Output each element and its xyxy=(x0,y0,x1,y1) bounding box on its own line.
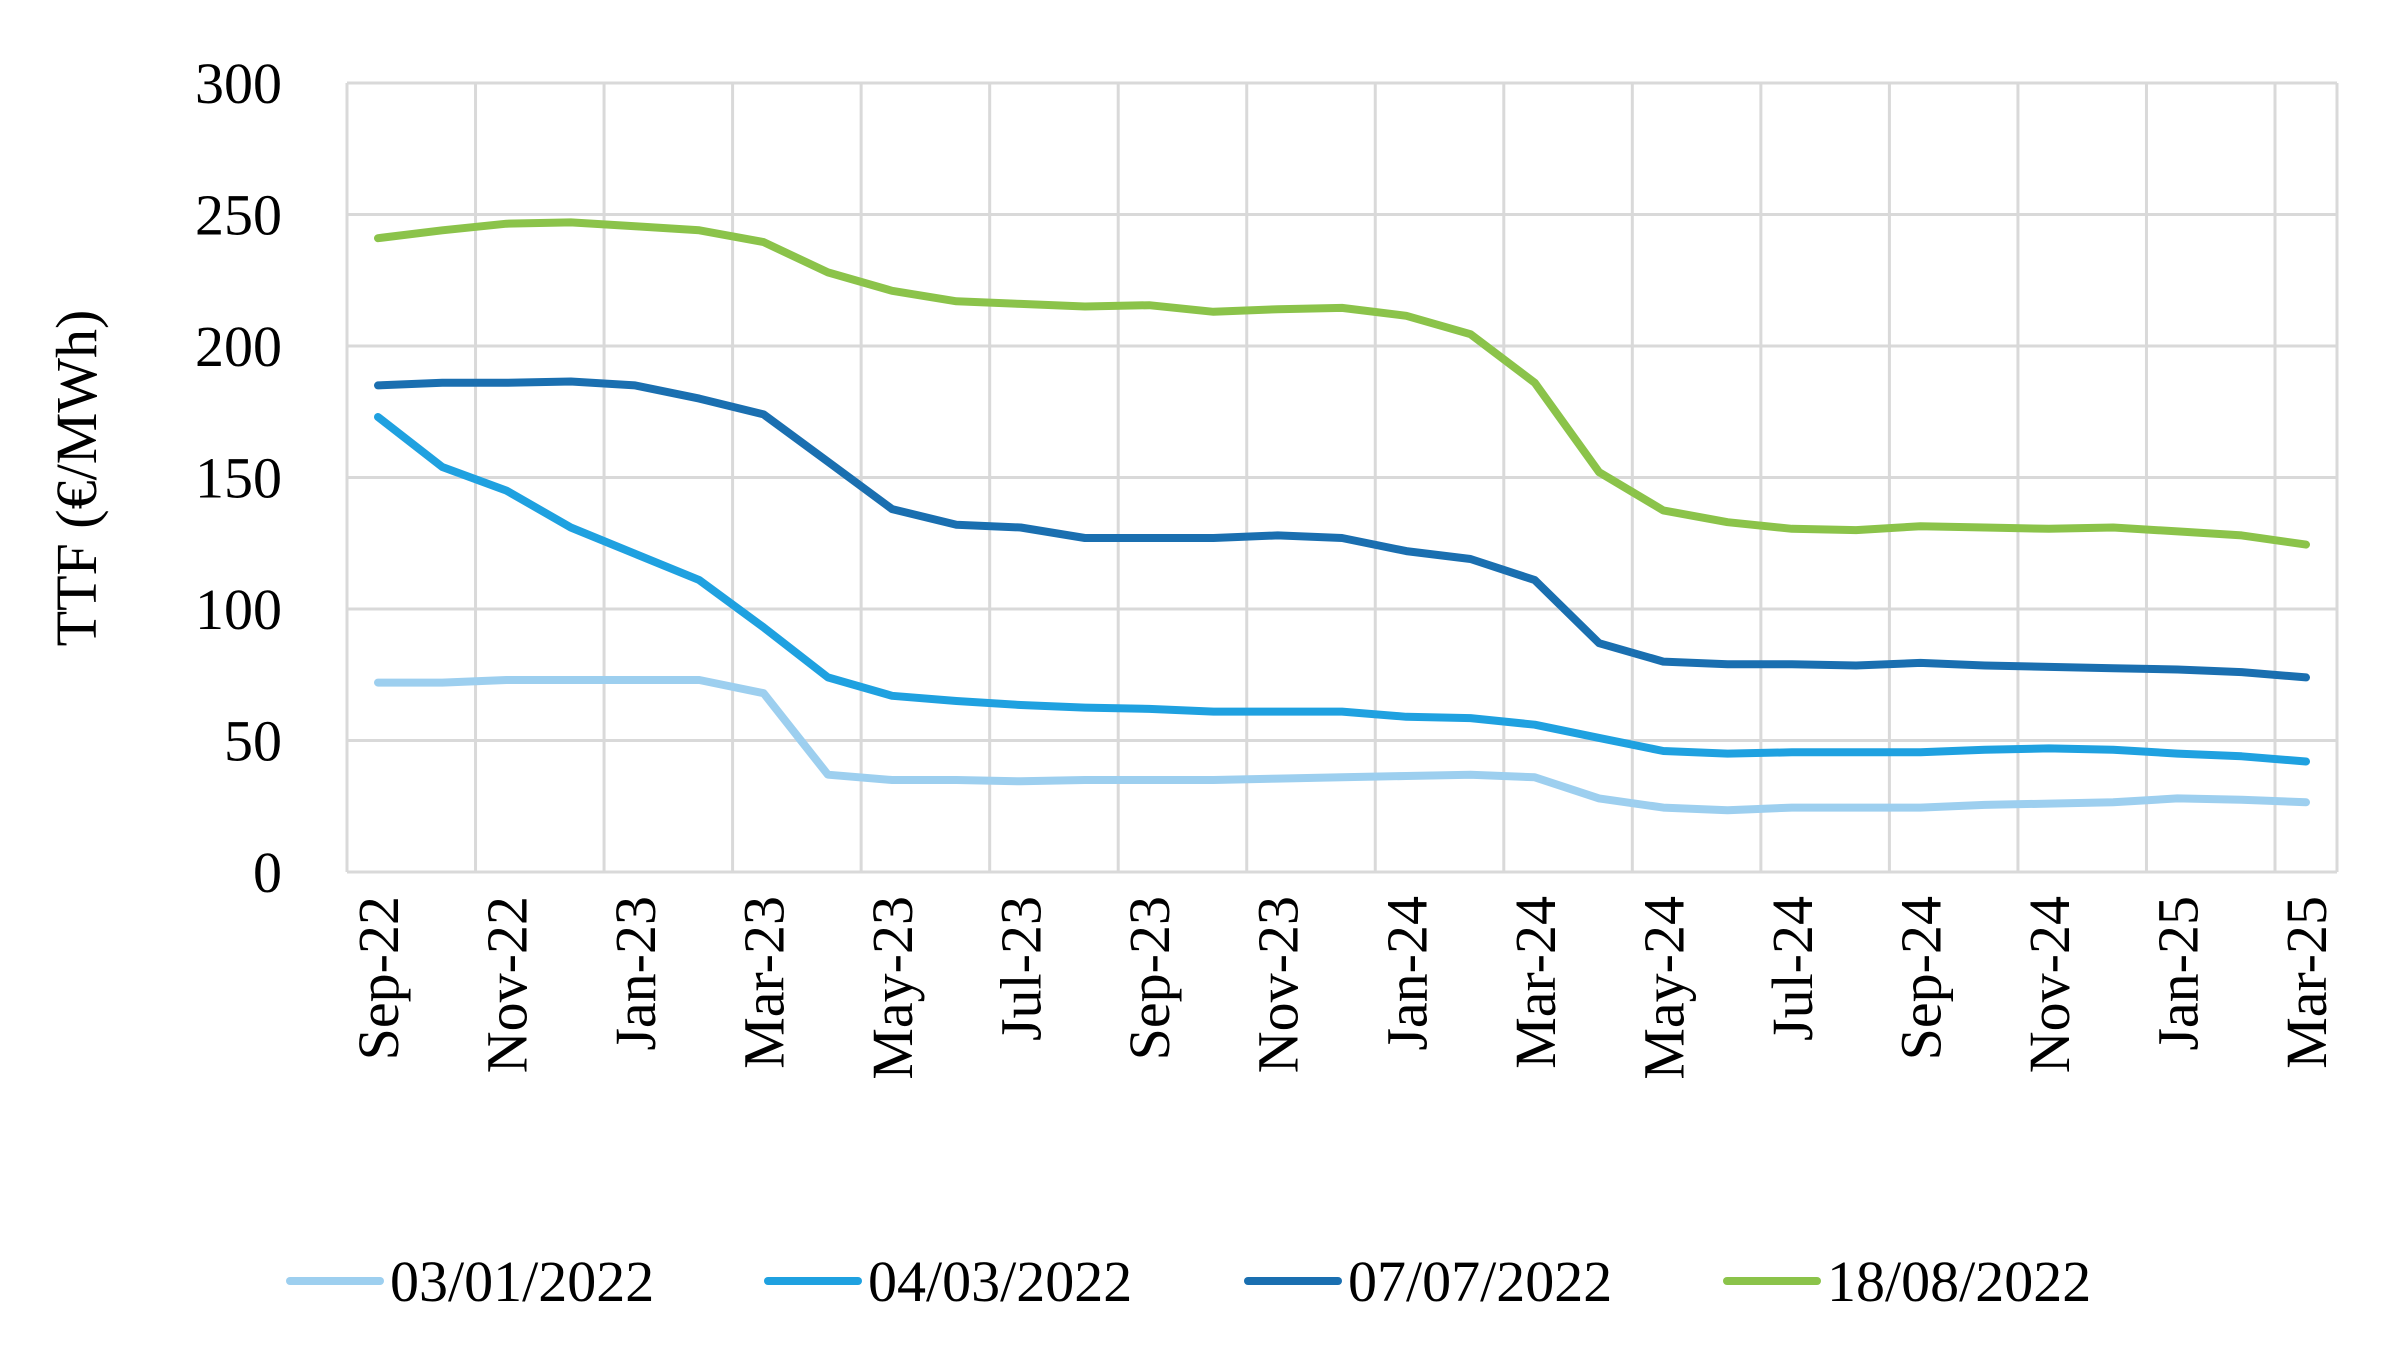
x-tick-label: Jul-24 xyxy=(1760,896,1825,1041)
x-tick-label: Sep-22 xyxy=(346,896,411,1060)
y-tick-label: 200 xyxy=(195,314,282,379)
y-tick-label: 250 xyxy=(195,183,282,248)
x-tick-label: Jan-23 xyxy=(603,896,668,1051)
series-line-3 xyxy=(374,377,2310,682)
series-line-1 xyxy=(374,676,2310,815)
legend-label: 18/08/2022 xyxy=(1827,1249,2091,1314)
series-line-4 xyxy=(374,218,2310,549)
y-tick-label: 50 xyxy=(224,709,282,774)
series-lines xyxy=(374,218,2310,815)
x-tick-label: Nov-23 xyxy=(1246,896,1311,1073)
x-tick-label: Mar-25 xyxy=(2274,896,2339,1069)
y-tick-label: 150 xyxy=(195,446,282,511)
x-tick-label: May-24 xyxy=(1631,896,1696,1080)
legend: 03/01/2022 04/03/2022 07/07/2022 18/08/2022 xyxy=(286,1249,2091,1314)
legend-label: 03/01/2022 xyxy=(390,1249,654,1314)
x-tick-label: Mar-23 xyxy=(732,896,797,1069)
x-tick-label: Sep-23 xyxy=(1117,896,1182,1060)
y-tick-label: 100 xyxy=(195,577,282,642)
series-line-2 xyxy=(374,413,2310,766)
x-axis-ticks: Sep-22 Nov-22 Jan-23 Mar-23 May-23 Jul-23 Sep-… xyxy=(346,896,2339,1080)
y-tick-label: 300 xyxy=(195,51,282,116)
x-tick-label: May-23 xyxy=(860,896,925,1080)
x-tick-label: Nov-22 xyxy=(475,896,540,1073)
x-tick-label: Sep-24 xyxy=(1888,896,1953,1060)
y-axis-ticks: 0 50 100 150 200 250 300 xyxy=(195,51,282,905)
x-tick-label: Mar-24 xyxy=(1503,896,1568,1069)
y-axis-title: TTF (€/MWh) xyxy=(44,310,109,647)
gridlines xyxy=(345,81,2339,874)
x-tick-label: Jul-23 xyxy=(989,896,1054,1041)
y-tick-label: 0 xyxy=(253,840,282,905)
x-tick-label: Jan-24 xyxy=(1374,896,1439,1051)
x-tick-label: Nov-24 xyxy=(2017,896,2082,1073)
x-tick-label: Jan-25 xyxy=(2145,896,2210,1051)
legend-label: 07/07/2022 xyxy=(1348,1249,1612,1314)
legend-label: 04/03/2022 xyxy=(868,1249,1132,1314)
